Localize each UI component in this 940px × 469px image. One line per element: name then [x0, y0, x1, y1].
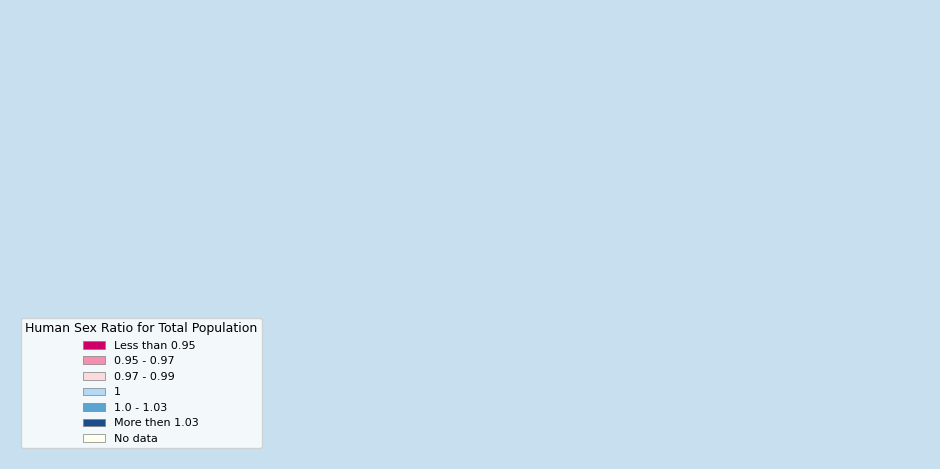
Legend: Less than 0.95, 0.95 - 0.97, 0.97 - 0.99, 1, 1.0 - 1.03, More then 1.03, No data: Less than 0.95, 0.95 - 0.97, 0.97 - 0.99…: [21, 318, 261, 448]
